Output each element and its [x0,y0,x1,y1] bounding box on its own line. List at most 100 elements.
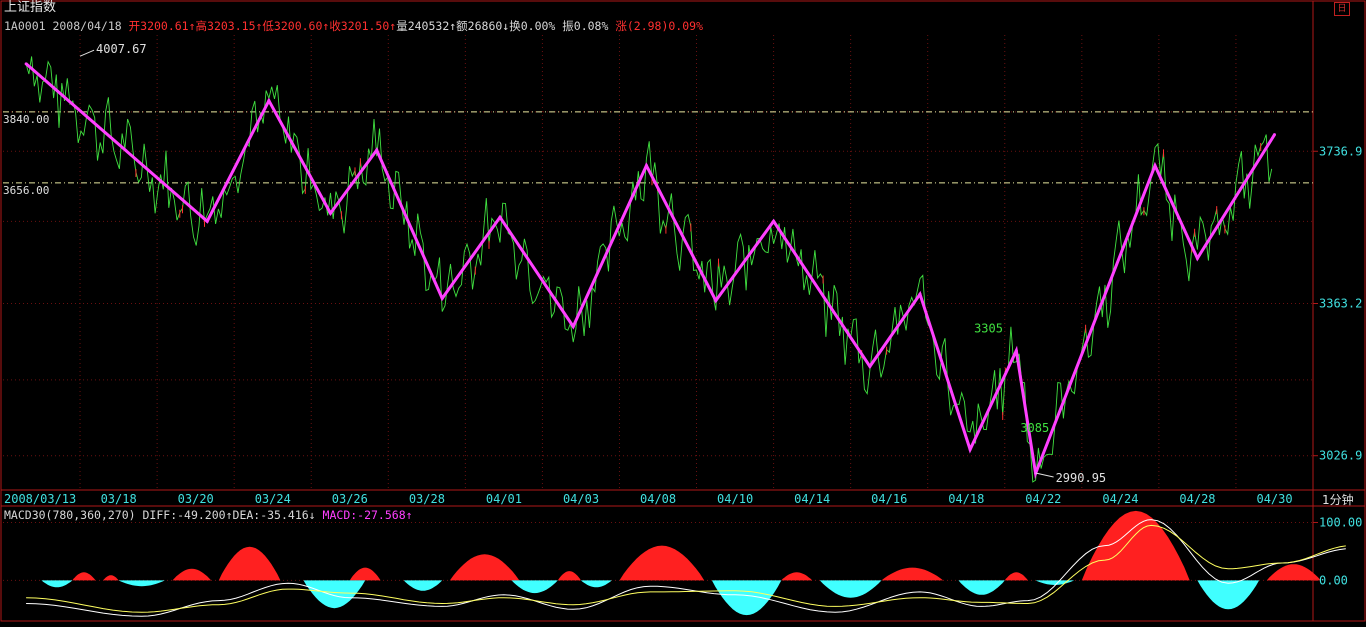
x-tick-label: 03/28 [409,492,445,506]
macd-hist-negative [958,580,1005,595]
macd-hist-positive [72,572,96,581]
zigzag-point [1153,164,1157,168]
zigzag-point [498,215,502,219]
macd-hist-negative [303,580,366,609]
zigzag-point [205,219,209,223]
zigzag-point [1272,133,1276,137]
x-tick-label: 03/26 [332,492,368,506]
macd-tick-label: 100.00 [1319,515,1362,529]
zigzag-point [918,292,922,296]
turnover-value: 换0.00% [509,19,556,33]
zigzag-point [868,364,872,368]
low-value: 低3200.60↑ [262,19,330,33]
x-tick-label: 04/16 [871,492,907,506]
x-tick-label: 04/24 [1102,492,1138,506]
zigzag-point [644,164,648,168]
macd-hist-negative [819,580,882,598]
macd-diff: DIFF:-49.200↑ [142,508,233,522]
zigzag-point [968,447,972,451]
zigzag-point [24,62,28,66]
x-tick-label: 04/18 [948,492,984,506]
zigzag-point [329,211,332,215]
macd-dea: DEA:-35.416↓ [232,508,316,522]
volume-value: 量240532↑ [396,19,457,33]
price-y-ticks: 3736.9 3363.2 3026.9 [1313,144,1362,463]
amount-value: 额26860↓ [456,19,510,33]
x-tick-label: 04/08 [640,492,676,506]
index-title: 上证指数 [4,0,57,15]
high-value: 高3203.15↑ [195,19,263,33]
macd-hist-negative [1035,580,1075,585]
amplitude-value: 振0.08% [562,19,609,33]
macd-hist-negative [1197,580,1260,610]
y-tick-label: 3026.9 [1319,449,1362,463]
price-annotations: 4007.67 3305 3085 2990.95 [79,42,1107,485]
zigzag-point [267,99,271,103]
y-tick-label: 3363.2 [1319,296,1362,310]
code-date: 1A0001 2008/04/18 [4,19,122,33]
x-tick-label: 03/20 [178,492,214,506]
zigzag-point [772,219,776,223]
dea-line [26,524,1346,613]
x-tick-label: 03/24 [255,492,291,506]
x-tick-label: 04/22 [1025,492,1061,506]
level-lines: 3840.00 3656.00 [3,111,1313,197]
macd-hist-positive [781,572,813,581]
open-value: 开3200.61↑ [128,19,196,33]
macd-hist-positive [449,554,520,581]
macd-lines [26,519,1346,617]
macd-hist-positive [557,571,581,581]
period-switch-button[interactable]: 日 [1334,2,1350,16]
level-line-label: 3656.00 [3,184,49,197]
macd-histogram [41,510,1321,616]
x-tick-label: 04/03 [563,492,599,506]
high-pointer [79,49,95,57]
x-tick-label: 04/30 [1256,492,1292,506]
macd-hist-negative [580,580,612,588]
macd-hist-positive [1004,572,1028,581]
close-value: 收3201.50↑ [329,19,397,33]
price-annotation: 2990.95 [1056,471,1107,485]
date-x-ticks: 2008/03/13 03/18 03/20 03/24 03/26 03/28 04/01… [4,492,1293,506]
macd-tick-label: 0.00 [1319,573,1348,587]
macd-hist-negative [41,580,73,588]
macd-hist-positive [349,567,381,581]
macd-value: MACD:-27.568↑ [322,508,413,522]
macd-hist-negative [711,580,782,616]
macd-hist-positive [172,568,212,581]
level-line-label: 3840.00 [3,113,49,126]
price-annotation: 3085 [1020,421,1049,435]
macd-hist-positive [881,567,944,581]
low-pointer [1035,472,1054,478]
price-annotation: 4007.67 [96,42,147,56]
x-tick-label: 2008/03/13 [4,492,76,506]
x-tick-label: 04/01 [486,492,522,506]
zigzag-point [714,299,718,303]
zigzag-point [1195,256,1199,260]
zigzag-point [440,296,444,300]
change-value: 涨(2.98)0.09% [615,19,704,33]
macd-hist-positive [1266,564,1321,581]
zigzag-point [571,325,575,329]
macd-hist-positive [1081,510,1190,581]
macd-hist-positive [218,546,281,581]
zigzag-point [375,148,379,152]
x-tick-label: 04/28 [1179,492,1215,506]
macd-header: MACD30(780,360,270) DIFF:-49.200↑DEA:-35… [4,508,413,522]
y-tick-label: 3736.9 [1319,144,1362,158]
zigzag-point [1014,349,1018,353]
macd-hist-positive [103,575,119,581]
macd-y-ticks: 100.00 0.00 [1313,515,1362,587]
x-tick-label: 04/10 [717,492,753,506]
period-label[interactable]: 1分钟 [1322,493,1354,507]
price-annotation: 3305 [974,322,1003,336]
macd-name: MACD30(780,360,270) [4,508,136,522]
quote-info-bar: 1A0001 2008/04/18 开3200.61↑高3203.15↑低320… [4,19,703,33]
macd-hist-negative [511,580,558,594]
macd-hist-positive [619,545,705,581]
x-tick-label: 04/14 [794,492,830,506]
